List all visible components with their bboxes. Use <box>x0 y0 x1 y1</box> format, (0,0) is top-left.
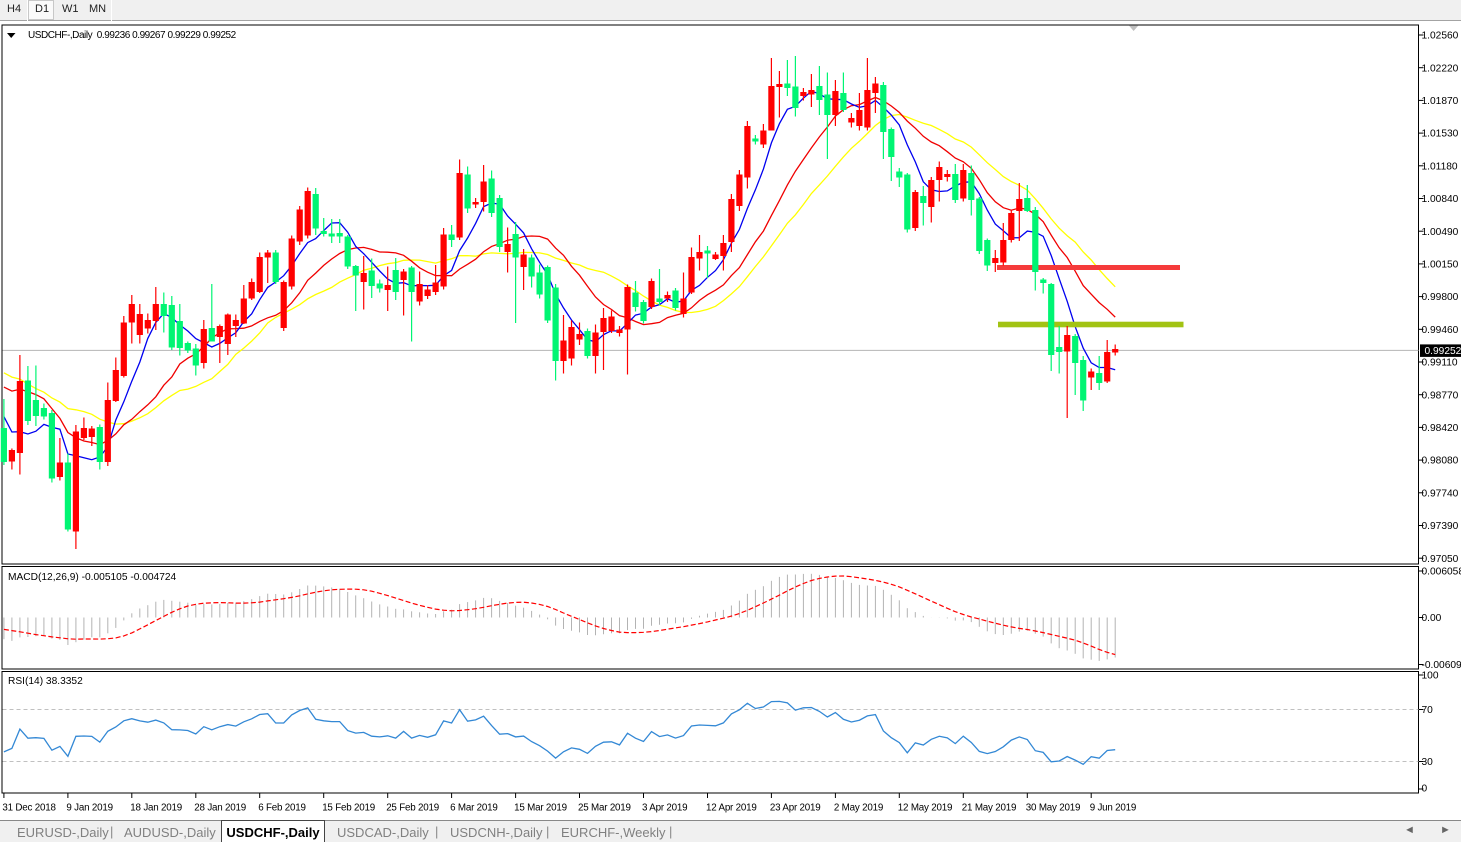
svg-text:0.97050: 0.97050 <box>1422 554 1459 565</box>
svg-text:0.99110: 0.99110 <box>1422 358 1458 369</box>
svg-text:31 Dec 2018: 31 Dec 2018 <box>2 803 56 814</box>
svg-text:0.97740: 0.97740 <box>1422 488 1459 499</box>
svg-text:0.99252: 0.99252 <box>1425 346 1461 357</box>
svg-text:0.98080: 0.98080 <box>1422 456 1459 467</box>
svg-text:9 Jan 2019: 9 Jan 2019 <box>66 803 112 814</box>
svg-text:1.00150: 1.00150 <box>1422 260 1459 271</box>
svg-text:0.97390: 0.97390 <box>1422 521 1459 532</box>
svg-text:USDCHF-,Daily 0.99236 0.99267: USDCHF-,Daily 0.99236 0.99267 0.99229 0.… <box>28 30 237 41</box>
svg-text:1.01180: 1.01180 <box>1422 161 1458 172</box>
svg-text:0.00: 0.00 <box>1422 613 1442 624</box>
svg-text:6 Mar 2019: 6 Mar 2019 <box>450 803 498 814</box>
svg-text:2 May 2019: 2 May 2019 <box>834 803 883 814</box>
svg-text:23 Apr 2019: 23 Apr 2019 <box>770 803 821 814</box>
svg-text:70: 70 <box>1422 705 1434 716</box>
svg-text:1.01870: 1.01870 <box>1422 96 1459 107</box>
svg-text:0.006058: 0.006058 <box>1422 567 1461 578</box>
svg-text:25 Feb 2019: 25 Feb 2019 <box>386 803 439 814</box>
svg-text:21 May 2019: 21 May 2019 <box>962 803 1016 814</box>
svg-text:9 Jun 2019: 9 Jun 2019 <box>1090 803 1136 814</box>
svg-text:100: 100 <box>1422 671 1439 682</box>
svg-text:3 Apr 2019: 3 Apr 2019 <box>642 803 687 814</box>
svg-text:15 Mar 2019: 15 Mar 2019 <box>514 803 567 814</box>
svg-text:30 May 2019: 30 May 2019 <box>1026 803 1080 814</box>
svg-text:1.00490: 1.00490 <box>1422 227 1459 238</box>
svg-text:6 Feb 2019: 6 Feb 2019 <box>258 803 306 814</box>
svg-text:0.98420: 0.98420 <box>1422 423 1459 434</box>
svg-text:1.02220: 1.02220 <box>1422 63 1459 74</box>
svg-text:0: 0 <box>1422 784 1428 795</box>
svg-text:0.99460: 0.99460 <box>1422 325 1459 336</box>
svg-text:1.00840: 1.00840 <box>1422 194 1459 205</box>
svg-text:0.99800: 0.99800 <box>1422 292 1459 303</box>
svg-text:RSI(14) 38.3352: RSI(14) 38.3352 <box>8 676 83 687</box>
svg-text:0.98770: 0.98770 <box>1422 390 1459 401</box>
svg-text:1.01530: 1.01530 <box>1422 129 1459 140</box>
svg-text:28 Jan 2019: 28 Jan 2019 <box>194 803 246 814</box>
svg-text:12 May 2019: 12 May 2019 <box>898 803 952 814</box>
svg-text:12 Apr 2019: 12 Apr 2019 <box>706 803 757 814</box>
svg-text:30: 30 <box>1422 757 1434 768</box>
svg-text:MACD(12,26,9) -0.005105 -0.004: MACD(12,26,9) -0.005105 -0.004724 <box>8 572 177 583</box>
svg-text:18 Jan 2019: 18 Jan 2019 <box>130 803 182 814</box>
svg-text:-0.006096: -0.006096 <box>1422 660 1461 671</box>
svg-text:15 Feb 2019: 15 Feb 2019 <box>322 803 375 814</box>
svg-text:25 Mar 2019: 25 Mar 2019 <box>578 803 631 814</box>
svg-text:1.02560: 1.02560 <box>1422 31 1459 42</box>
